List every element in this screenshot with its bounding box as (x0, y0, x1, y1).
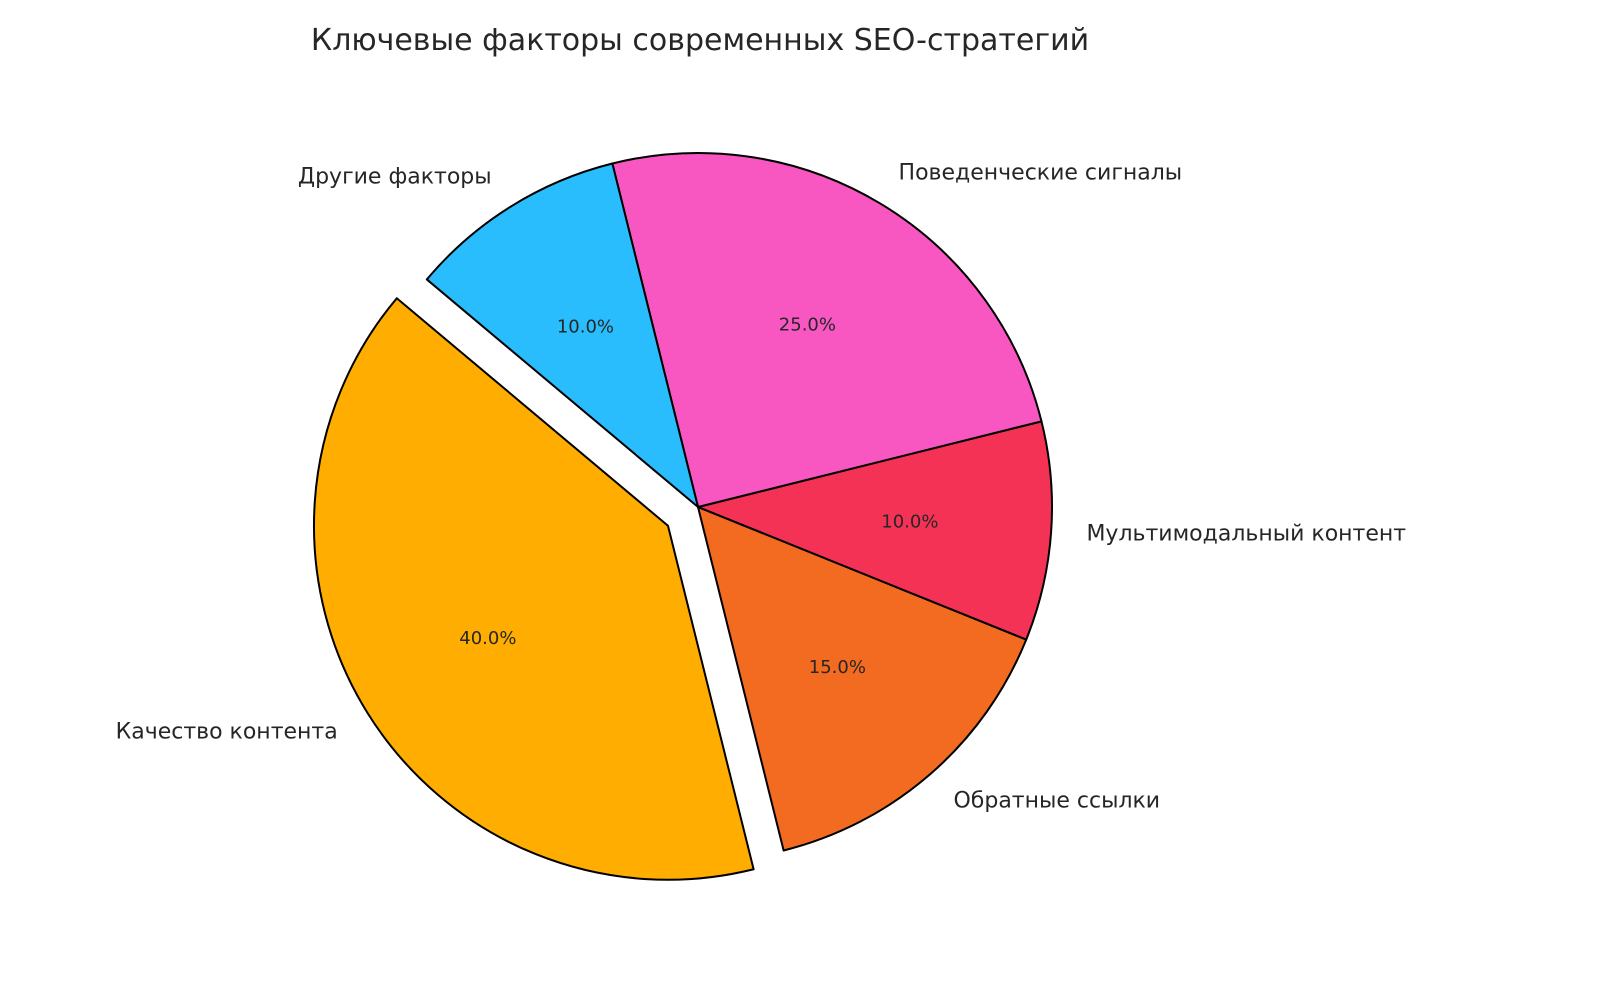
pie-slice (312, 297, 755, 881)
slice-percent-label: 15.0% (809, 657, 866, 678)
slice-label: Поведенческие сигналы (899, 161, 1183, 186)
pie-slice (697, 506, 1028, 852)
pie-slice (425, 162, 699, 508)
slice-percent-label: 10.0% (881, 511, 938, 532)
slice-percent-label: 10.0% (557, 316, 614, 337)
slice-percent-label: 40.0% (459, 628, 516, 649)
slice-label: Обратные ссылки (953, 788, 1160, 813)
pie-slice (611, 152, 1043, 508)
slice-percent-label: 25.0% (779, 314, 836, 335)
slice-label: Другие факторы (298, 164, 492, 189)
slice-label: Мультимодальный контент (1086, 522, 1406, 547)
slice-label: Качество контента (116, 720, 338, 745)
pie-slice (697, 420, 1053, 641)
chart-title: Ключевые факторы современных SEO-стратег… (311, 23, 1089, 58)
